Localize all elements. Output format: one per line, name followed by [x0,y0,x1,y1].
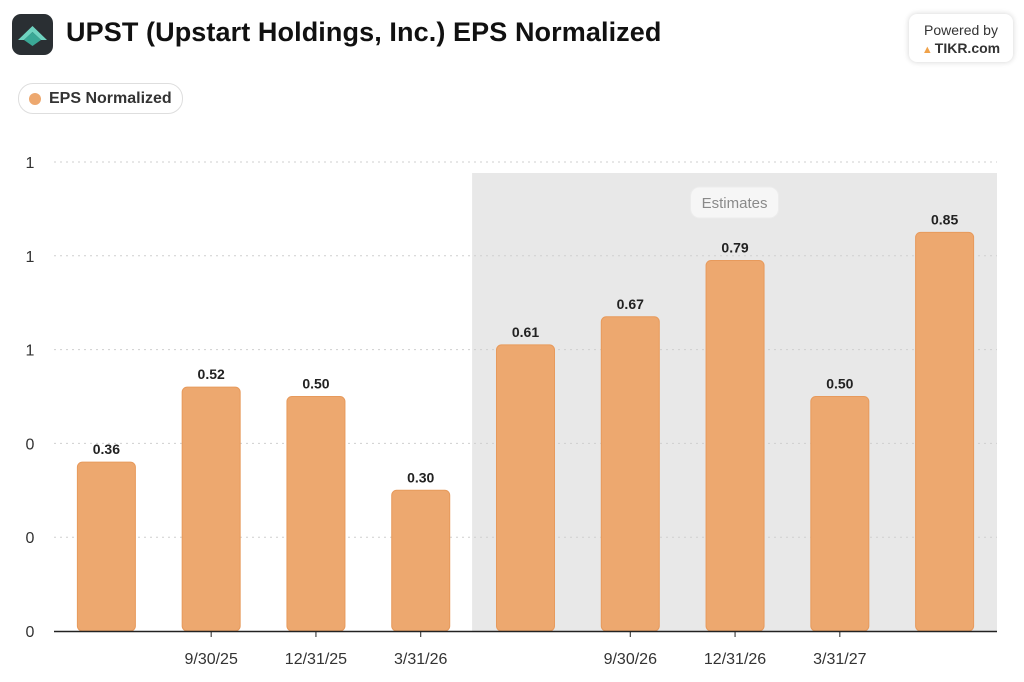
bar [810,396,870,632]
tikr-brand-text: TIKR.com [934,40,1001,56]
powered-by-text: Powered by [924,22,998,38]
data-label: 0.50 [302,376,329,392]
y-tick-label: 0 [26,436,35,453]
data-label: 0.61 [512,324,539,340]
legend-item-eps-normalized[interactable]: EPS Normalized [18,83,183,114]
x-tick-label: 3/31/27 [813,651,866,668]
data-label: 0.36 [93,441,120,457]
x-tick-label: 12/31/25 [285,651,347,668]
data-label: 0.85 [931,211,958,227]
data-label: 0.50 [826,376,853,392]
legend-label: EPS Normalized [49,89,172,107]
data-label: 0.52 [198,366,225,382]
estimates-pill [690,186,780,219]
tikr-triangle-icon: ▲ [921,44,933,56]
upstart-logo-icon [12,14,53,55]
bar [496,344,555,632]
data-label: 0.67 [617,296,644,312]
x-tick-label: 9/30/26 [604,651,657,668]
y-tick-label: 1 [26,343,35,360]
chart-title: UPST (Upstart Holdings, Inc.) EPS Normal… [66,17,662,47]
x-tick-label: 9/30/25 [184,651,237,668]
bar [391,489,451,632]
bar [76,461,136,632]
legend-swatch [29,92,41,105]
bar [600,316,660,632]
y-tick-label: 1 [26,249,35,266]
chart-header: UPST (Upstart Holdings, Inc.) EPS Normal… [0,0,1024,80]
bar [915,231,975,632]
data-label: 0.30 [407,469,434,485]
y-tick-label: 0 [26,624,35,641]
x-tick-label: 3/31/26 [394,651,447,668]
powered-by-badge[interactable]: Powered by ▲ TIKR.com [909,14,1013,62]
estimates-label: Estimates [702,195,768,212]
bar [181,386,241,632]
y-tick-label: 0 [26,530,35,547]
bar [705,259,765,632]
data-label: 0.79 [721,239,748,255]
x-tick-label: 12/31/26 [704,651,766,668]
bar [286,396,346,632]
tikr-brand: ▲ TIKR.com [909,40,1013,56]
y-tick-label: 1 [26,155,35,172]
